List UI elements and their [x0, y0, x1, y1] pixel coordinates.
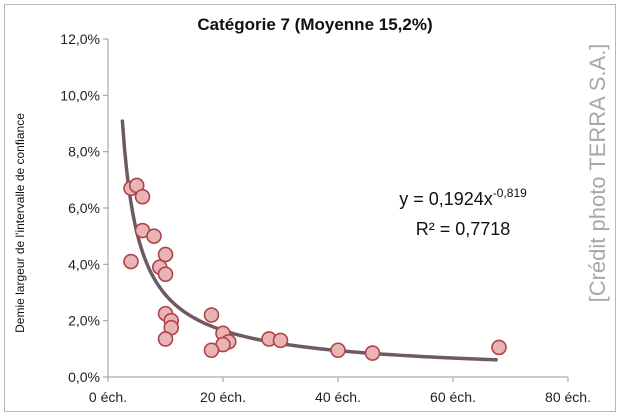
x-tick-label: 80 éch.: [545, 389, 591, 405]
data-point: [364, 345, 381, 361]
data-point: [491, 339, 507, 356]
data-point: [157, 246, 174, 263]
r-squared-label: R² = 0,7718: [416, 219, 511, 239]
trendline: [120, 119, 498, 362]
y-tick-label: 0,0%: [68, 369, 100, 385]
trendline-curve: [120, 119, 498, 362]
data-point: [157, 266, 174, 282]
chart-title: Catégorie 7 (Moyenne 15,2%): [197, 15, 432, 34]
data-point: [157, 331, 174, 347]
data-point: [330, 342, 346, 359]
data-point: [146, 228, 162, 244]
scatter-chart: Catégorie 7 (Moyenne 15,2%) Demie largeu…: [13, 15, 610, 405]
trend-equation: y = 0,1924x-0,819: [399, 186, 527, 209]
x-tick-label: 40 éch.: [315, 389, 361, 405]
x-tick-label: 20 éch.: [200, 389, 246, 405]
data-point: [203, 307, 220, 323]
data-point: [203, 342, 220, 359]
axes: 0,0% 2,0% 4,0% 6,0% 8,0% 10,0% 12,0% 0 éch. 20 é…: [60, 31, 591, 405]
y-tick-label: 8,0%: [68, 144, 100, 160]
data-points: [123, 177, 507, 361]
y-tick-label: 6,0%: [68, 200, 100, 216]
x-tick-label: 60 éch.: [430, 389, 476, 405]
y-tick-label: 12,0%: [60, 31, 100, 47]
photo-credit: [Crédit photo TERRA S.A.]: [585, 44, 610, 303]
y-tick-label: 4,0%: [68, 256, 100, 272]
data-point: [272, 332, 289, 349]
chart-frame: Catégorie 7 (Moyenne 15,2%) Demie largeu…: [4, 4, 616, 412]
y-tick-label: 2,0%: [68, 313, 100, 329]
x-tick-label: 0 éch.: [89, 389, 127, 405]
y-tick-label: 10,0%: [60, 87, 100, 103]
data-point: [134, 188, 151, 205]
y-axis-label: Demie largeur de l'intervalle de confian…: [13, 113, 27, 333]
data-point: [123, 253, 139, 270]
